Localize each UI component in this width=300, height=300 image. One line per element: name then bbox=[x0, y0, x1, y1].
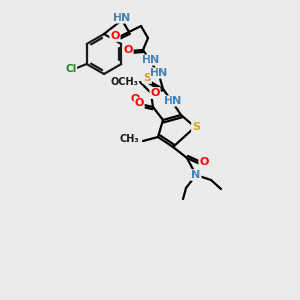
Text: N: N bbox=[150, 55, 160, 65]
Text: H: H bbox=[150, 68, 160, 78]
Text: OCH₃: OCH₃ bbox=[110, 77, 138, 87]
Text: H: H bbox=[113, 13, 123, 23]
Text: O: O bbox=[150, 88, 160, 98]
Text: N: N bbox=[158, 68, 168, 78]
Text: N: N bbox=[191, 170, 201, 180]
Text: N: N bbox=[172, 96, 182, 106]
Text: Cl: Cl bbox=[65, 64, 76, 74]
Text: O: O bbox=[134, 98, 144, 108]
Text: O: O bbox=[110, 31, 120, 41]
Text: H: H bbox=[164, 96, 174, 106]
Text: O: O bbox=[134, 99, 144, 109]
Text: O: O bbox=[199, 157, 209, 167]
Text: O: O bbox=[130, 94, 140, 104]
Text: S: S bbox=[192, 122, 200, 132]
Text: S: S bbox=[143, 73, 151, 83]
Text: CH₃: CH₃ bbox=[119, 134, 139, 144]
Text: N: N bbox=[122, 13, 130, 23]
Text: O: O bbox=[123, 45, 133, 55]
Text: H: H bbox=[142, 55, 152, 65]
